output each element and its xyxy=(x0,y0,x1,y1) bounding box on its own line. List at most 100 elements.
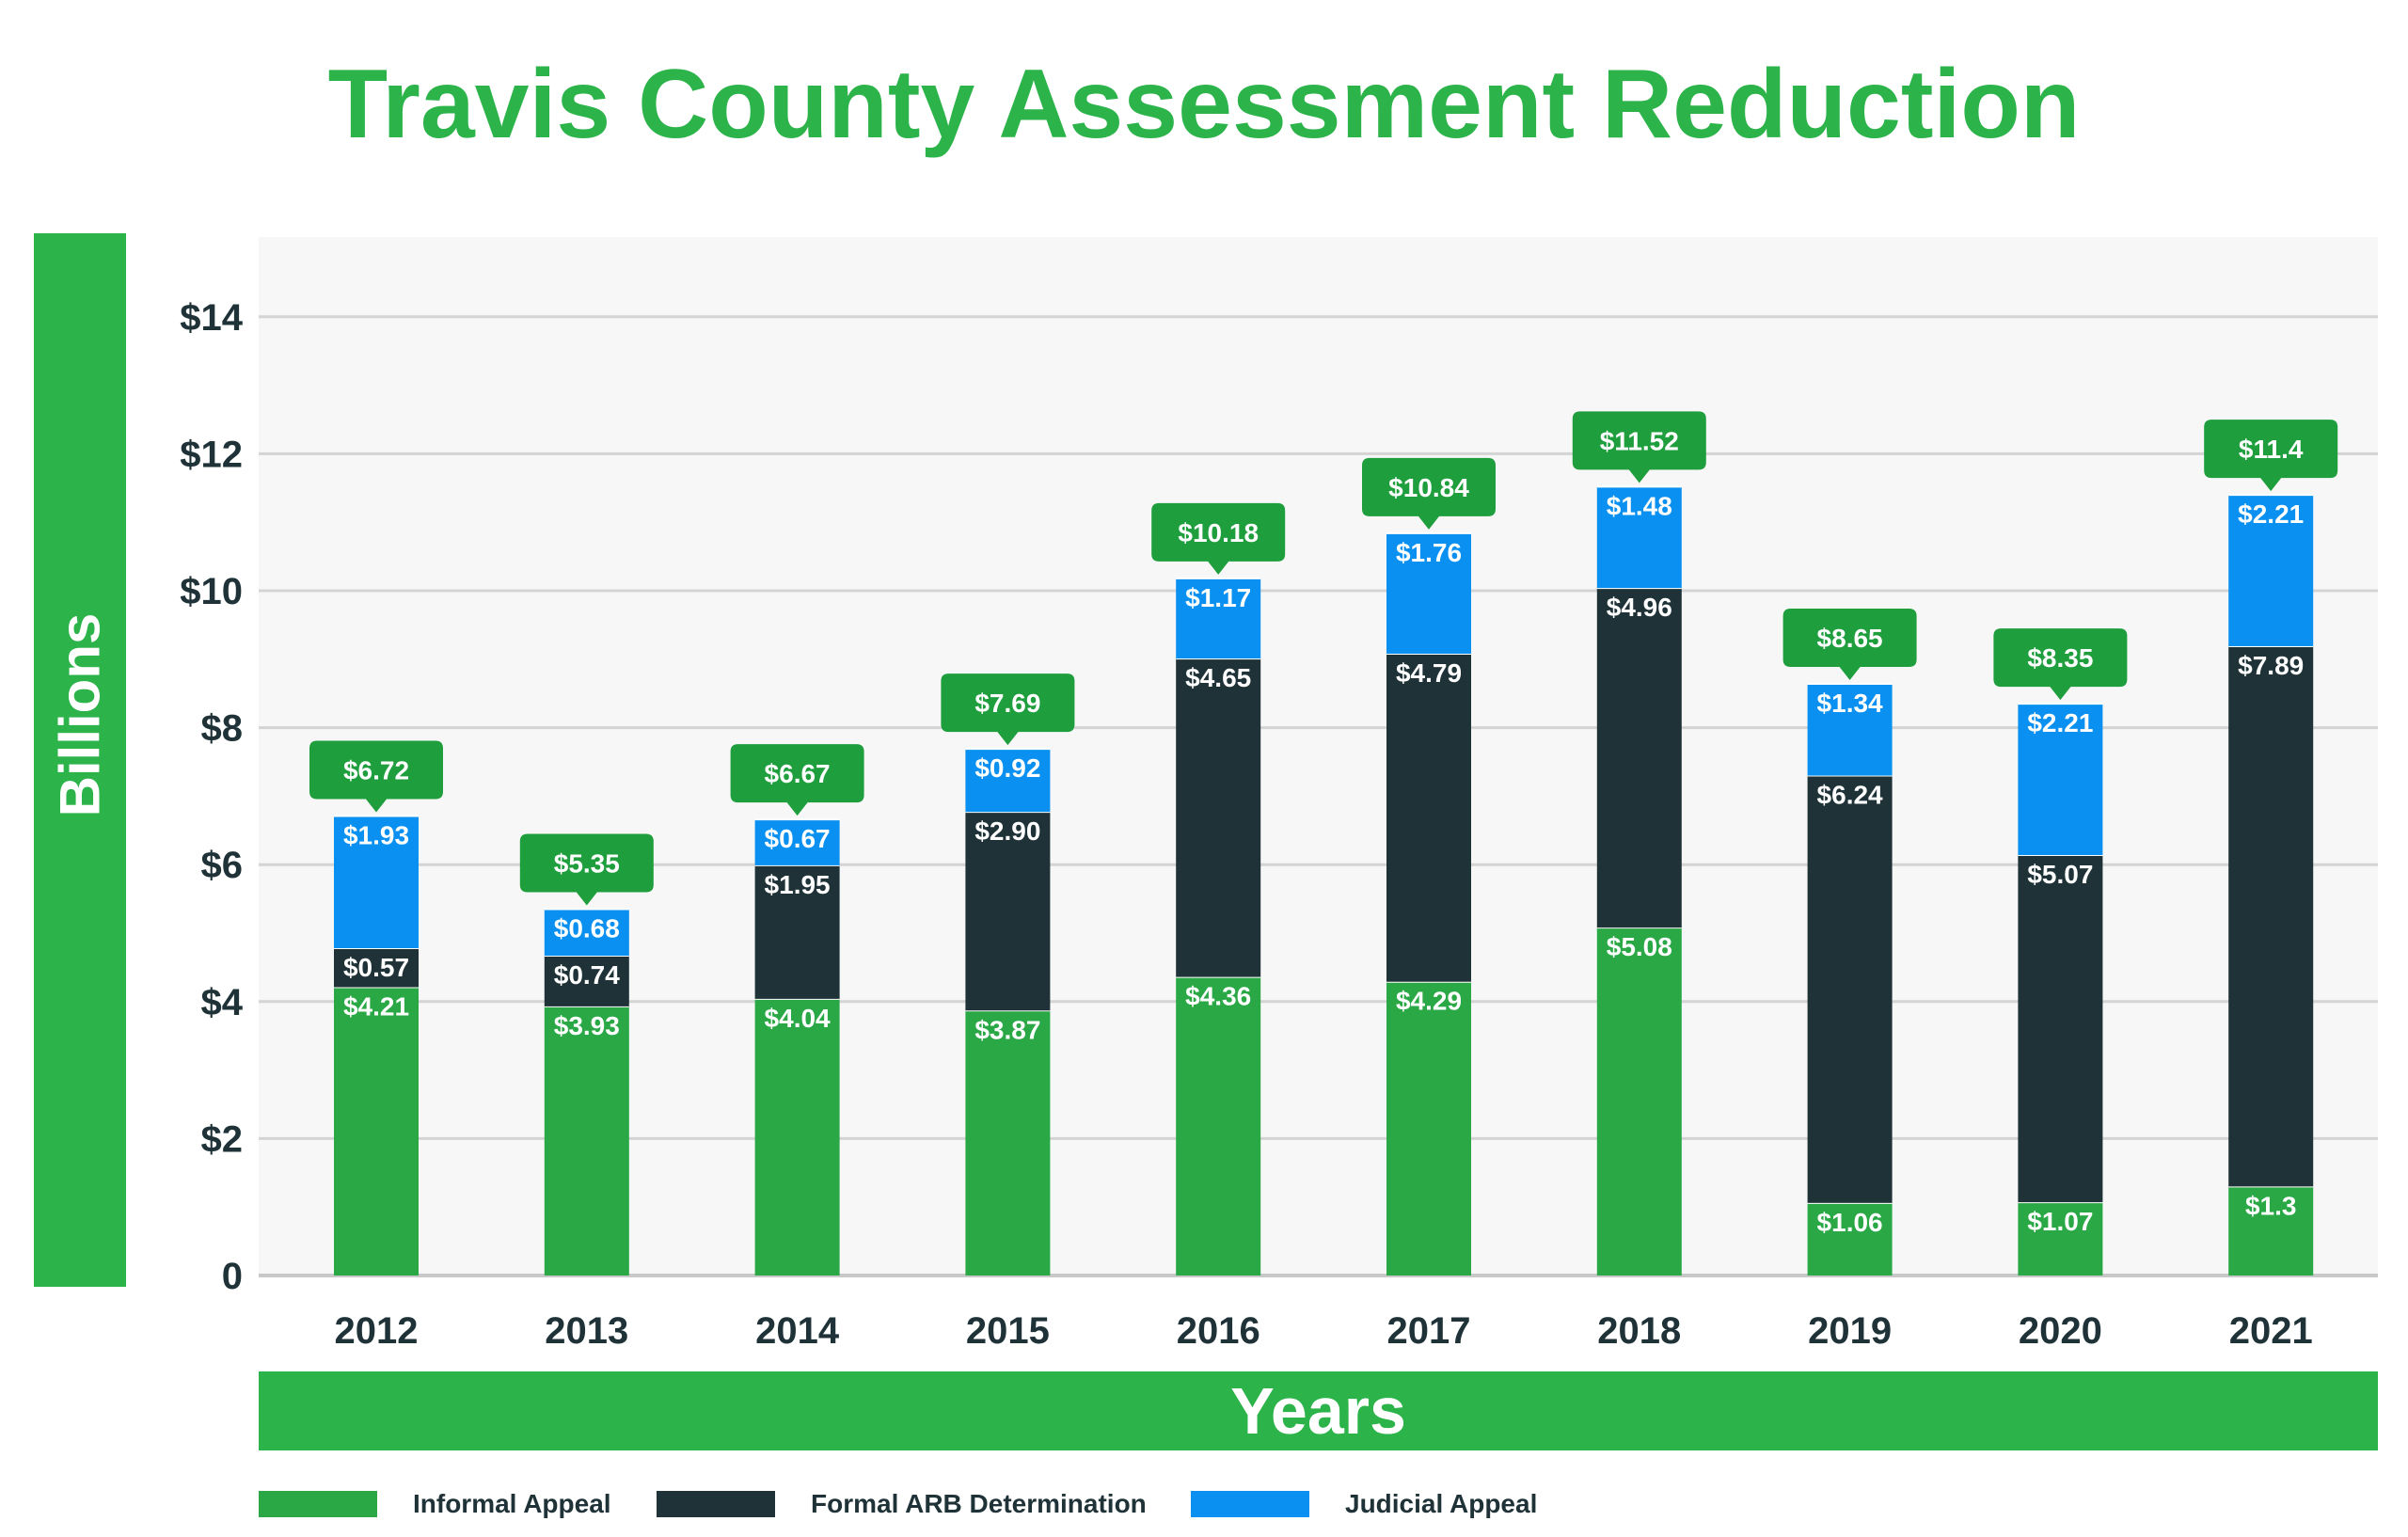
bar-value-label: $4.79 xyxy=(1396,658,1462,688)
x-tick-label: 2012 xyxy=(335,1310,419,1352)
legend-item-judicial-appeal: Judicial Appeal xyxy=(1191,1488,1537,1520)
bar-segment xyxy=(1596,588,1682,928)
bar-segment xyxy=(334,816,419,949)
total-callout xyxy=(1782,609,1917,681)
bar-segment xyxy=(1807,684,1893,776)
bar-value-label: $1.17 xyxy=(1185,583,1251,612)
bar-value-label: $4.96 xyxy=(1607,593,1672,622)
chart-title: Travis County Assessment Reduction xyxy=(327,50,2081,159)
bar-value-label: $1.93 xyxy=(343,821,409,850)
bar-segment xyxy=(965,812,1051,1011)
bar-segment xyxy=(2228,1186,2314,1276)
total-label: $8.35 xyxy=(2027,643,2093,673)
bar-value-label: $2.21 xyxy=(2027,708,2093,737)
bar-value-label: $1.48 xyxy=(1607,491,1672,520)
x-tick-label: 2015 xyxy=(966,1310,1050,1352)
bar-value-label: $4.21 xyxy=(343,992,409,1022)
y-axis-title-band xyxy=(34,233,126,1287)
bar-segment xyxy=(1386,653,1471,982)
bar-segment xyxy=(544,956,629,1006)
bar-value-label: $0.68 xyxy=(554,914,620,943)
total-label: $6.67 xyxy=(765,759,831,788)
x-tick-label: 2019 xyxy=(1808,1310,1892,1352)
bar-segment xyxy=(1176,976,1261,1276)
bar-segment xyxy=(1176,578,1261,659)
bar-value-label: $2.90 xyxy=(974,816,1040,846)
total-callout xyxy=(1362,457,1496,530)
bar-segment xyxy=(334,987,419,1276)
total-callout xyxy=(309,740,443,813)
total-label: $6.72 xyxy=(343,756,409,785)
bar-segment xyxy=(334,948,419,988)
total-label: $10.18 xyxy=(1178,518,1259,547)
total-callout xyxy=(2204,420,2338,492)
x-tick-label: 2016 xyxy=(1177,1310,1260,1352)
total-label: $10.84 xyxy=(1388,473,1469,502)
legend-item-informal-appeal: Informal Appeal xyxy=(259,1488,611,1520)
bar-value-label: $2.21 xyxy=(2238,499,2304,529)
y-tick-label: $2 xyxy=(201,1118,244,1160)
bar-value-label: $7.89 xyxy=(2238,651,2304,680)
bar-segment xyxy=(2018,704,2103,856)
bar-segment xyxy=(1596,486,1682,589)
legend-swatch-informal-appeal xyxy=(259,1491,377,1517)
y-tick-label: $10 xyxy=(180,571,243,612)
x-tick-label: 2014 xyxy=(755,1310,840,1352)
total-callout xyxy=(1151,502,1286,575)
y-axis-title: Billions xyxy=(48,612,112,817)
total-callout xyxy=(1572,411,1706,483)
bar-value-label: $1.76 xyxy=(1396,538,1462,567)
total-label: $7.69 xyxy=(974,689,1040,718)
bar-segment xyxy=(965,749,1051,813)
bar-segment xyxy=(2228,495,2314,646)
legend-label-informal-appeal: Informal Appeal xyxy=(413,1489,611,1518)
bar-value-label: $5.08 xyxy=(1607,932,1672,961)
x-tick-label: 2013 xyxy=(545,1310,628,1352)
y-tick-label: $8 xyxy=(201,708,244,750)
x-tick-label: 2018 xyxy=(1597,1310,1681,1352)
bar-value-label: $0.67 xyxy=(765,824,831,853)
bar-value-label: $4.36 xyxy=(1185,982,1251,1011)
bar-value-label: $4.29 xyxy=(1396,987,1462,1016)
bar-segment xyxy=(1176,658,1261,977)
bar-value-label: $4.65 xyxy=(1185,663,1251,692)
bar-segment xyxy=(754,998,840,1276)
bar-value-label: $5.07 xyxy=(2027,860,2093,889)
legend-label-formal-arb: Formal ARB Determination xyxy=(811,1489,1147,1518)
bar-segment xyxy=(544,909,629,957)
bar-segment xyxy=(965,1010,1051,1276)
bar-segment xyxy=(754,864,840,999)
bar-value-label: $0.57 xyxy=(343,953,409,982)
legend-swatch-formal-arb xyxy=(657,1491,775,1517)
y-tick-label: $14 xyxy=(180,297,243,339)
y-tick-label: $4 xyxy=(201,982,244,1023)
bar-segment xyxy=(1386,532,1471,654)
legend-item-formal-arb: Formal ARB Determination xyxy=(657,1488,1147,1520)
bar-value-label: $1.95 xyxy=(765,870,831,899)
x-tick-label: 2020 xyxy=(2019,1310,2102,1352)
legend-swatch-judicial-appeal xyxy=(1191,1491,1309,1517)
bar-segment xyxy=(2018,1202,2103,1276)
x-tick-label: 2021 xyxy=(2229,1310,2313,1352)
total-label: $11.4 xyxy=(2239,435,2304,464)
x-axis-title: Years xyxy=(259,1371,2378,1450)
total-label: $5.35 xyxy=(554,849,620,879)
bar-value-label: $4.04 xyxy=(765,1004,831,1033)
bar-value-label: $3.87 xyxy=(974,1015,1040,1044)
y-tick-label: 0 xyxy=(222,1256,243,1297)
total-label: $11.52 xyxy=(1600,426,1679,455)
total-callout xyxy=(1993,628,2128,701)
bar-segment xyxy=(2228,645,2314,1187)
bar-segment xyxy=(2018,855,2103,1203)
bar-segment xyxy=(754,819,840,865)
total-callout xyxy=(519,833,654,906)
bar-segment xyxy=(544,1006,629,1276)
legend-label-judicial-appeal: Judicial Appeal xyxy=(1345,1489,1538,1518)
total-label: $8.65 xyxy=(1817,624,1883,653)
bar-value-label: $0.92 xyxy=(974,753,1040,783)
bar-value-label: $1.34 xyxy=(1817,689,1883,718)
bar-segment xyxy=(1807,775,1893,1203)
bar-value-label: $6.24 xyxy=(1817,781,1883,810)
bar-value-label: $3.93 xyxy=(554,1011,620,1040)
